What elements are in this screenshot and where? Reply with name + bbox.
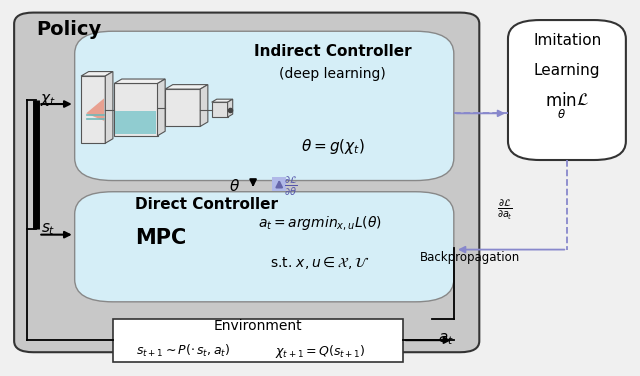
Polygon shape — [228, 99, 233, 117]
Text: MPC: MPC — [135, 228, 186, 249]
Text: Learning: Learning — [534, 63, 600, 78]
Text: Policy: Policy — [36, 20, 102, 39]
Text: Backpropagation: Backpropagation — [420, 250, 520, 264]
Polygon shape — [212, 99, 233, 102]
FancyBboxPatch shape — [81, 76, 105, 143]
Text: Imitation: Imitation — [533, 33, 602, 48]
FancyBboxPatch shape — [115, 111, 156, 133]
FancyBboxPatch shape — [508, 20, 626, 160]
Text: (deep learning): (deep learning) — [280, 67, 386, 81]
Text: Environment: Environment — [213, 319, 302, 333]
Text: $\frac{\partial \mathcal{L}}{\partial a_t}$: $\frac{\partial \mathcal{L}}{\partial a_… — [497, 199, 513, 222]
Polygon shape — [200, 85, 208, 126]
Polygon shape — [157, 79, 165, 136]
Polygon shape — [86, 99, 104, 121]
Text: s.t. $x, u \in \mathcal{X}, \mathcal{U}$: s.t. $x, u \in \mathcal{X}, \mathcal{U}$ — [270, 255, 370, 271]
Text: $\min_{\theta}\mathcal{L}$: $\min_{\theta}\mathcal{L}$ — [545, 91, 589, 121]
FancyBboxPatch shape — [113, 318, 403, 362]
FancyBboxPatch shape — [212, 102, 228, 117]
Text: $a_t = argmin_{x,u}L(\theta)$: $a_t = argmin_{x,u}L(\theta)$ — [258, 214, 382, 232]
Text: $\frac{\partial \mathcal{L}}{\partial \theta}$: $\frac{\partial \mathcal{L}}{\partial \t… — [284, 174, 298, 198]
FancyBboxPatch shape — [75, 31, 454, 180]
FancyBboxPatch shape — [165, 89, 200, 126]
Polygon shape — [114, 79, 165, 83]
Polygon shape — [81, 71, 113, 76]
FancyBboxPatch shape — [14, 12, 479, 352]
Text: $\theta$: $\theta$ — [229, 178, 241, 194]
FancyBboxPatch shape — [75, 192, 454, 302]
Text: $s_t$: $s_t$ — [41, 221, 55, 237]
Text: $\theta = g(\chi_t)$: $\theta = g(\chi_t)$ — [301, 138, 365, 156]
Text: $\chi_t$: $\chi_t$ — [40, 92, 56, 108]
Text: $a_t$: $a_t$ — [438, 331, 454, 347]
FancyBboxPatch shape — [114, 83, 157, 136]
Text: $s_{t+1} \sim P(\cdot\, s_t, a_t)$: $s_{t+1} \sim P(\cdot\, s_t, a_t)$ — [136, 343, 230, 359]
Polygon shape — [105, 71, 113, 143]
Text: Indirect Controller: Indirect Controller — [254, 44, 412, 59]
Text: $\chi_{t+1} = Q(s_{t+1})$: $\chi_{t+1} = Q(s_{t+1})$ — [275, 343, 365, 359]
Text: Direct Controller: Direct Controller — [135, 197, 278, 212]
FancyBboxPatch shape — [272, 177, 286, 191]
Polygon shape — [165, 85, 208, 89]
